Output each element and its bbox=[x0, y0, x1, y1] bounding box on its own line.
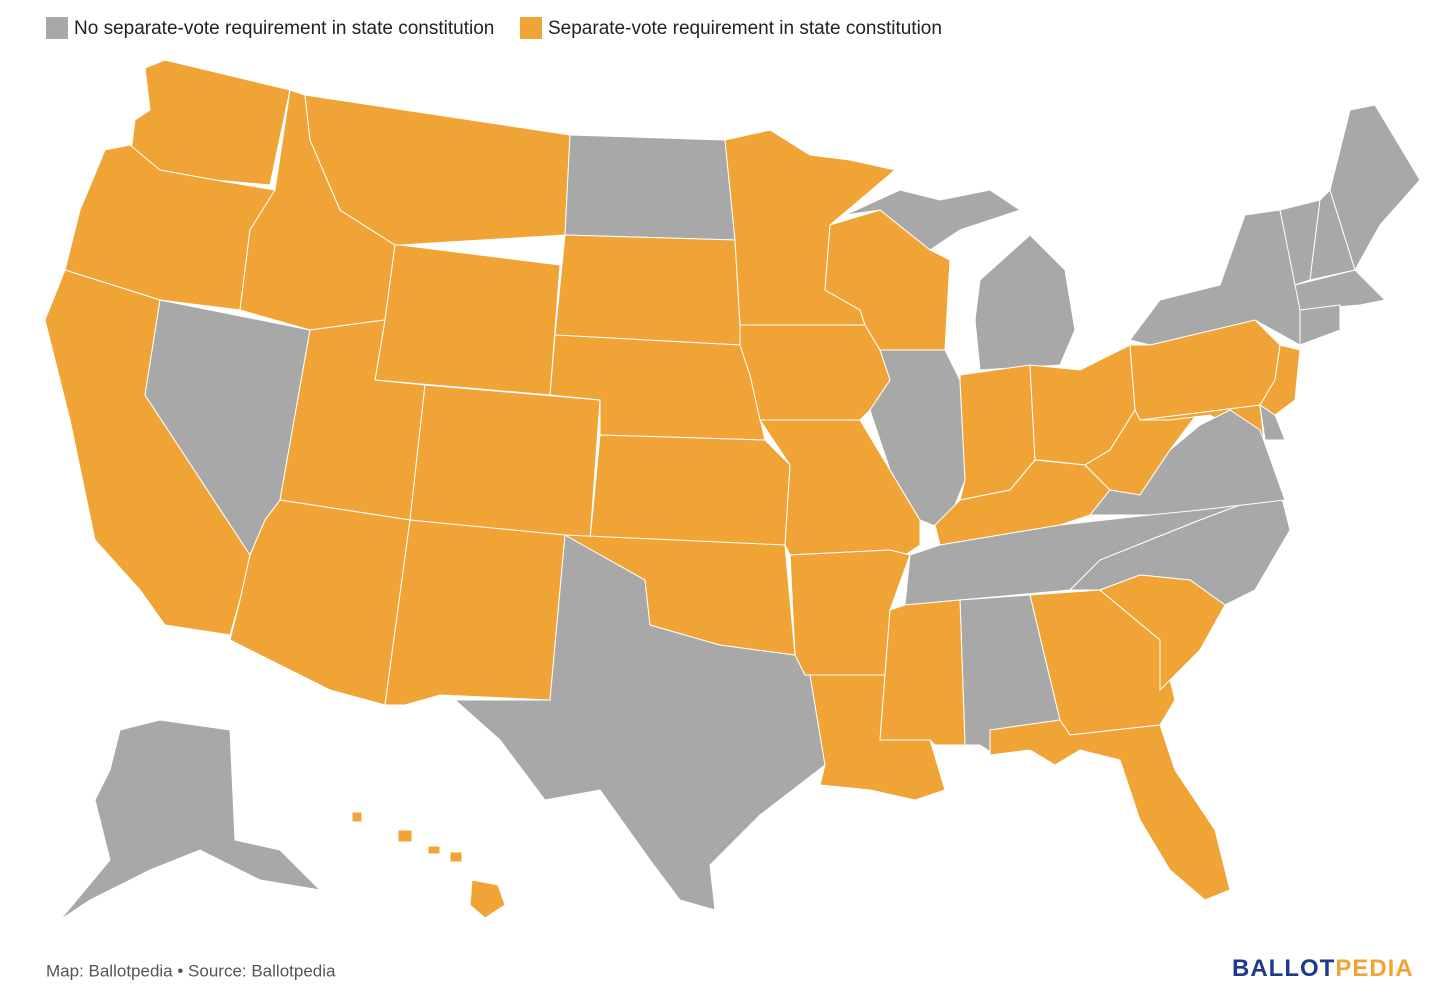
state bbox=[564, 134, 736, 241]
logo-part: PEDIA bbox=[1335, 955, 1413, 982]
logo: BALLOTPEDIA bbox=[1232, 955, 1414, 982]
state bbox=[1294, 269, 1387, 311]
legend-label: Separate-vote requirement in state const… bbox=[548, 18, 942, 39]
state bbox=[59, 719, 322, 921]
legend-label: No separate-vote requirement in state co… bbox=[74, 18, 494, 39]
state bbox=[869, 349, 966, 531]
state bbox=[1299, 304, 1341, 346]
source-note: Map: Ballotpedia • Source: Ballotpedia bbox=[46, 961, 336, 980]
state bbox=[1099, 574, 1226, 692]
legend-swatch bbox=[46, 17, 68, 39]
legend-swatch bbox=[520, 17, 542, 39]
state bbox=[374, 244, 561, 396]
state bbox=[824, 209, 951, 351]
state bbox=[1088, 409, 1286, 516]
state bbox=[989, 719, 1231, 901]
logo-part: BALLOT bbox=[1232, 955, 1335, 982]
state bbox=[351, 811, 506, 919]
state bbox=[409, 384, 601, 541]
state bbox=[879, 599, 966, 746]
state bbox=[589, 434, 791, 546]
state bbox=[1259, 344, 1301, 416]
state bbox=[554, 234, 741, 346]
state bbox=[384, 519, 566, 706]
state bbox=[1129, 209, 1301, 346]
states bbox=[44, 59, 1421, 921]
state bbox=[739, 324, 891, 421]
